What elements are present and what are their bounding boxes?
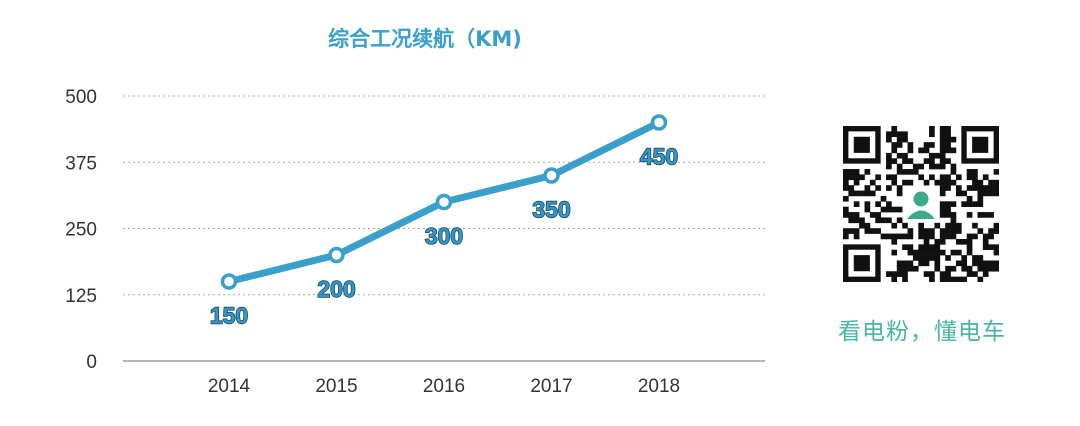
- x-axis-ticks: 2014 2015 2016 2017 2018: [208, 376, 680, 397]
- data-label: 150: [210, 303, 248, 329]
- data-label: 350: [532, 197, 570, 223]
- y-tick-label: 375: [65, 153, 97, 174]
- y-tick-label: 500: [65, 87, 97, 108]
- data-label: 450: [640, 144, 678, 170]
- series-line: [220, 114, 668, 290]
- data-label: 200: [317, 276, 355, 302]
- x-tick-label: 2014: [208, 376, 251, 397]
- data-point: [543, 167, 560, 184]
- data-label: 300: [425, 223, 463, 249]
- chart-grid: [123, 95, 765, 362]
- qr-code-graphic: [843, 126, 999, 282]
- chart-title: 综合工况续航（KM): [328, 27, 522, 51]
- y-tick-label: 250: [65, 220, 97, 241]
- data-point: [328, 246, 345, 264]
- y-tick-label: 0: [86, 352, 97, 373]
- qr-code-icon: [843, 126, 999, 282]
- data-point: [435, 193, 453, 211]
- data-point: [220, 273, 238, 290]
- data-point: [650, 114, 668, 131]
- x-tick-label: 2017: [530, 376, 572, 397]
- y-axis-ticks: 0 125 250 375 500: [65, 87, 97, 373]
- person-avatar-icon: [903, 186, 939, 222]
- slogan-text: 看电粉，懂电车: [838, 319, 1006, 345]
- y-tick-label: 125: [65, 286, 97, 307]
- x-tick-label: 2018: [638, 376, 680, 397]
- x-tick-label: 2015: [315, 376, 357, 397]
- data-labels: 150 200 300 350 450: [209, 143, 679, 329]
- x-tick-label: 2016: [423, 376, 465, 397]
